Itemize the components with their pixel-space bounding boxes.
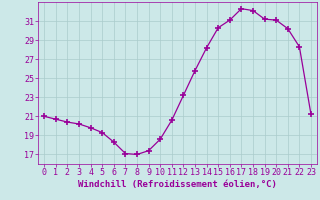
X-axis label: Windchill (Refroidissement éolien,°C): Windchill (Refroidissement éolien,°C) [78, 180, 277, 189]
